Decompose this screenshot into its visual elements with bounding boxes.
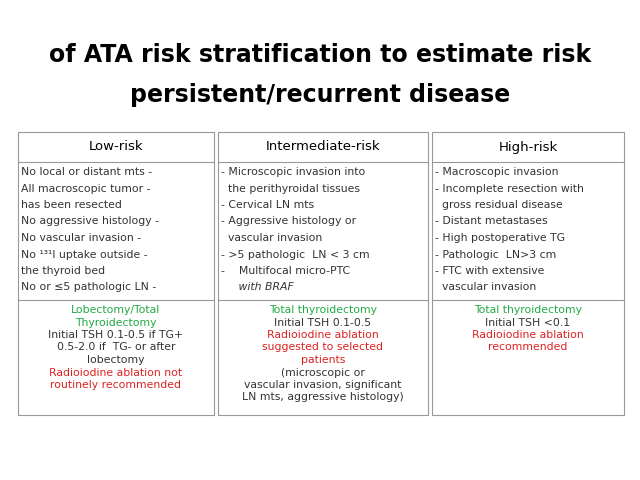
Text: - Cervical LN mts: - Cervical LN mts [221,200,314,210]
Text: - Microscopic invasion into: - Microscopic invasion into [221,167,365,177]
Text: - Pathologic  LN>3 cm: - Pathologic LN>3 cm [435,250,556,260]
Text: Radioiodine ablation: Radioiodine ablation [267,330,379,340]
Text: Initial TSH 0.1-0.5: Initial TSH 0.1-0.5 [275,317,372,327]
Bar [18,132,214,415]
Text: vascular invasion: vascular invasion [221,233,323,243]
Text: suggested to selected: suggested to selected [262,343,383,352]
Text: persistent/recurrent disease: persistent/recurrent disease [130,83,510,107]
Text: Radioiodine ablation not: Radioiodine ablation not [49,368,182,377]
Text: All macroscopic tumor -: All macroscopic tumor - [21,183,150,193]
Text: - Aggressive histology or: - Aggressive histology or [221,216,356,227]
Text: lobectomy: lobectomy [87,355,145,365]
Bar [218,132,428,415]
Text: Initial TSH 0.1-0.5 if TG+: Initial TSH 0.1-0.5 if TG+ [49,330,184,340]
Text: with BRAF: with BRAF [221,283,294,292]
Text: Thyroidectomy: Thyroidectomy [76,317,157,327]
Text: patients: patients [301,355,345,365]
Text: LN mts, aggressive histology): LN mts, aggressive histology) [242,393,404,403]
Text: Low-risk: Low-risk [89,141,143,154]
Text: No ¹³¹I uptake outside -: No ¹³¹I uptake outside - [21,250,148,260]
Text: - High postoperative TG: - High postoperative TG [435,233,565,243]
Text: vascular invasion: vascular invasion [435,283,536,292]
Text: High-risk: High-risk [499,141,557,154]
Text: - Macroscopic invasion: - Macroscopic invasion [435,167,559,177]
Text: Total thyroidectomy: Total thyroidectomy [474,305,582,315]
Text: vascular invasion, significant: vascular invasion, significant [244,380,402,390]
Text: gross residual disease: gross residual disease [435,200,563,210]
Text: Initial TSH <0.1: Initial TSH <0.1 [485,317,571,327]
Text: routinely recommended: routinely recommended [51,380,182,390]
Text: - Distant metastases: - Distant metastases [435,216,548,227]
Text: No aggressive histology -: No aggressive histology - [21,216,159,227]
Text: - Incomplete resection with: - Incomplete resection with [435,183,584,193]
Text: 0.5-2.0 if  TG- or after: 0.5-2.0 if TG- or after [57,343,175,352]
Text: No local or distant mts -: No local or distant mts - [21,167,152,177]
Text: the perithyroidal tissues: the perithyroidal tissues [221,183,360,193]
Text: of ATA risk stratification to estimate risk: of ATA risk stratification to estimate r… [49,43,591,67]
Text: Intermediate-risk: Intermediate-risk [266,141,380,154]
Text: No vascular invasion -: No vascular invasion - [21,233,141,243]
Text: - >5 pathologic  LN < 3 cm: - >5 pathologic LN < 3 cm [221,250,370,260]
Text: - FTC with extensive: - FTC with extensive [435,266,545,276]
Text: the thyroid bed: the thyroid bed [21,266,105,276]
Text: Total thyroidectomy: Total thyroidectomy [269,305,377,315]
Text: Lobectomy/Total: Lobectomy/Total [72,305,161,315]
Text: -    Multifocal micro-PTC: - Multifocal micro-PTC [221,266,350,276]
Text: No or ≤5 pathologic LN -: No or ≤5 pathologic LN - [21,283,156,292]
Text: recommended: recommended [488,343,568,352]
Text: has been resected: has been resected [21,200,122,210]
Bar [432,132,624,415]
Text: (microscopic or: (microscopic or [281,368,365,377]
Text: Radioiodine ablation: Radioiodine ablation [472,330,584,340]
